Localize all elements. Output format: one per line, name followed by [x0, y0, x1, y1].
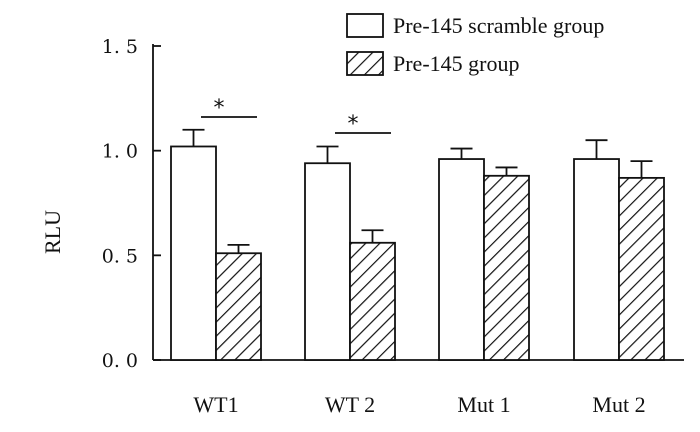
- y-ticks: 0. 0 0. 5 1. 0 1. 5: [102, 36, 161, 372]
- bar-pre145-0: [215, 252, 262, 361]
- category-label: Mut 2: [592, 392, 645, 417]
- bar-pre145-2: [483, 174, 530, 361]
- category-label: WT1: [193, 392, 238, 417]
- legend-label-pre145: Pre-145 group: [393, 51, 519, 76]
- legend-label-scramble: Pre-145 scramble group: [393, 13, 604, 38]
- significance-star: *: [348, 112, 359, 137]
- y-tick-label: 0. 5: [102, 245, 138, 267]
- bar-scramble-3: [573, 158, 620, 361]
- bar-scramble-0: [170, 145, 217, 361]
- bar-scramble-1: [304, 162, 351, 361]
- bar-pre145-1: [349, 241, 396, 361]
- category-label: WT 2: [325, 392, 375, 417]
- legend-swatch-pre145: [346, 51, 384, 76]
- category-labels: WT1 WT 2 Mut 1 Mut 2: [193, 392, 645, 417]
- y-tick-label: 1. 5: [102, 36, 138, 58]
- bar-scramble-2: [438, 158, 485, 361]
- y-tick-label: 1. 0: [102, 141, 138, 163]
- y-tick-label: 0. 0: [102, 350, 138, 372]
- legend: Pre-145 scramble group Pre-145 group: [346, 13, 604, 76]
- bars: [170, 145, 665, 361]
- significance-star: *: [214, 96, 225, 121]
- y-axis-label: RLU: [40, 210, 65, 254]
- bar-pre145-3: [618, 176, 665, 361]
- legend-swatch-scramble: [346, 13, 384, 38]
- category-label: Mut 1: [457, 392, 510, 417]
- significance-markers: **: [201, 96, 391, 137]
- error-bars: [182, 128, 653, 254]
